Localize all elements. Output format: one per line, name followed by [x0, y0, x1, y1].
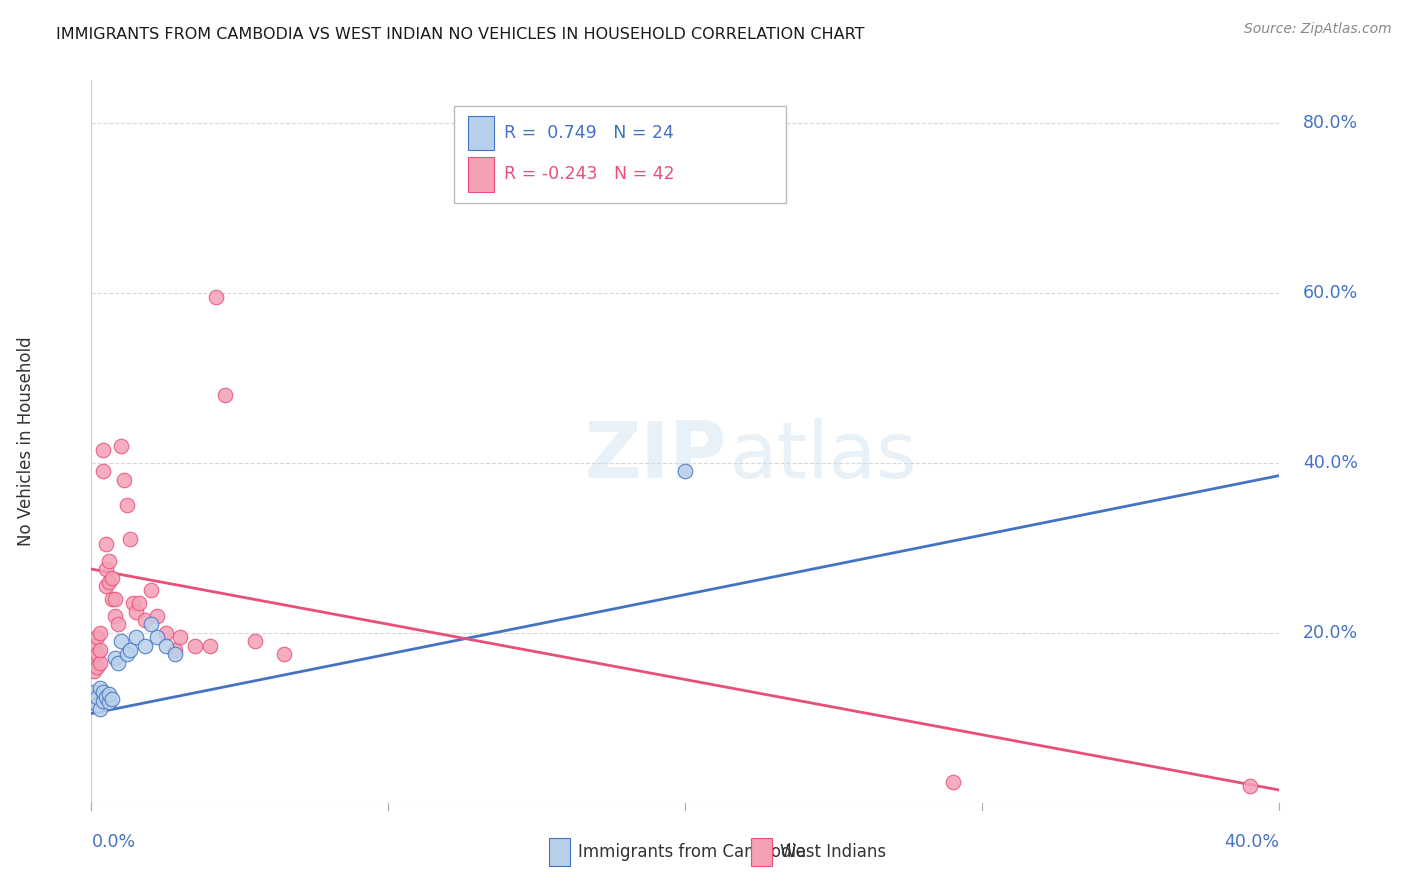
Text: West Indians: West Indians [780, 843, 887, 861]
Point [115, 498, 138, 512]
Text: Source: ZipAtlas.com: Source: ZipAtlas.com [1244, 22, 1392, 37]
Point [86, 698, 108, 712]
Text: No Vehicles in Household: No Vehicles in Household [17, 336, 35, 547]
Point [200, 639, 222, 653]
Text: IMMIGRANTS FROM CAMBODIA VS WEST INDIAN NO VEHICLES IN HOUSEHOLD CORRELATION CHA: IMMIGRANTS FROM CAMBODIA VS WEST INDIAN … [56, 27, 865, 42]
Point [91, 685, 114, 699]
Text: atlas: atlas [730, 418, 917, 494]
Point [98, 553, 121, 567]
Point [91, 694, 114, 708]
Point [89, 656, 111, 670]
Point [214, 388, 236, 402]
Bar [548, 838, 571, 865]
Point [169, 630, 191, 644]
Point [83, 664, 105, 678]
Bar [468, 116, 494, 151]
Point [107, 656, 129, 670]
Point [101, 570, 124, 584]
Point [163, 647, 186, 661]
Point [942, 774, 965, 789]
Point [104, 608, 127, 623]
Point [89, 702, 111, 716]
Point [155, 639, 177, 653]
Text: ZIP: ZIP [585, 418, 727, 494]
Point [89, 681, 111, 695]
FancyBboxPatch shape [454, 105, 786, 203]
Text: 80.0%: 80.0% [1303, 114, 1358, 132]
Point [98, 687, 121, 701]
Point [91, 443, 114, 458]
Point [98, 696, 121, 710]
Text: R =  0.749   N = 24: R = 0.749 N = 24 [503, 124, 673, 142]
Point [83, 651, 105, 665]
Point [101, 692, 124, 706]
Point [125, 605, 148, 619]
Point [118, 642, 141, 657]
Point [89, 625, 111, 640]
Point [86, 630, 108, 644]
Point [115, 647, 138, 661]
Point [89, 642, 111, 657]
Point [107, 617, 129, 632]
Point [86, 647, 108, 661]
Point [125, 630, 148, 644]
Point [110, 439, 132, 453]
Point [86, 690, 108, 704]
Point [110, 634, 132, 648]
Point [104, 651, 127, 665]
Point [243, 634, 266, 648]
Point [273, 647, 295, 661]
Point [98, 574, 121, 589]
Point [163, 642, 186, 657]
Text: 60.0%: 60.0% [1303, 284, 1358, 301]
Point [118, 533, 141, 547]
Point [673, 464, 696, 478]
Text: Immigrants from Cambodia: Immigrants from Cambodia [578, 843, 807, 861]
Point [86, 660, 108, 674]
Point [96, 536, 118, 550]
Bar [751, 838, 772, 865]
Point [83, 685, 105, 699]
Point [155, 625, 177, 640]
Point [1239, 779, 1261, 793]
Text: R = -0.243   N = 42: R = -0.243 N = 42 [503, 165, 675, 183]
Point [184, 639, 207, 653]
Point [139, 617, 162, 632]
Point [145, 630, 167, 644]
Point [128, 596, 150, 610]
Text: 40.0%: 40.0% [1303, 454, 1358, 472]
Point [83, 694, 105, 708]
Point [96, 562, 118, 576]
Text: 20.0%: 20.0% [1303, 624, 1358, 642]
Point [104, 591, 127, 606]
Point [134, 639, 156, 653]
Point [205, 290, 228, 304]
Point [91, 464, 114, 478]
Point [145, 608, 167, 623]
Point [134, 613, 156, 627]
Point [96, 690, 118, 704]
Point [139, 583, 162, 598]
Point [112, 473, 135, 487]
Bar [468, 157, 494, 192]
Point [96, 579, 118, 593]
Point [83, 639, 105, 653]
Point [122, 596, 145, 610]
Text: 0.0%: 0.0% [91, 832, 135, 851]
Point [101, 591, 124, 606]
Text: 40.0%: 40.0% [1225, 832, 1279, 851]
